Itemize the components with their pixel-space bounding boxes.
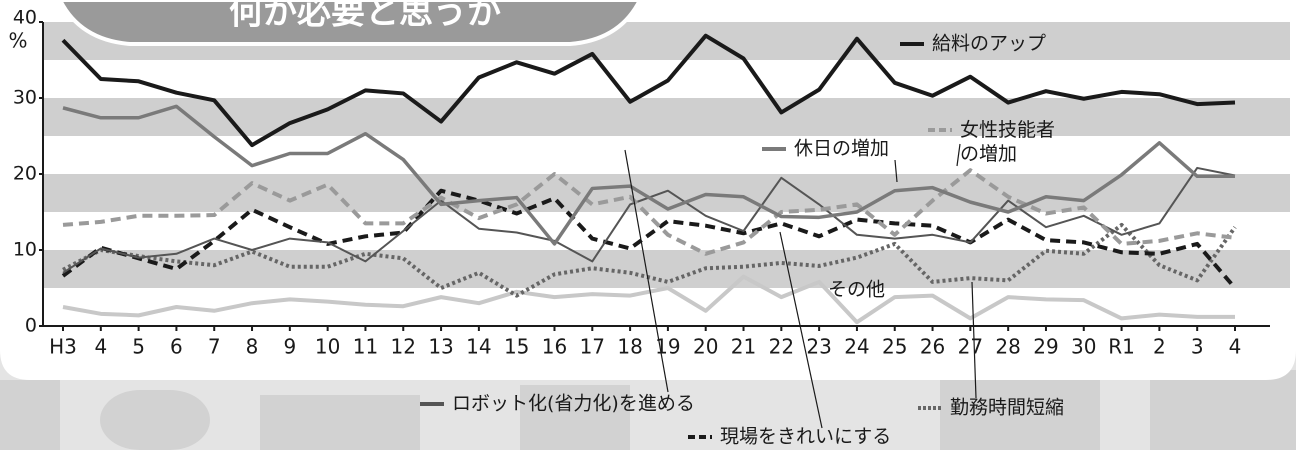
y-unit: % — [8, 29, 27, 53]
x-tick-label: R1 — [1108, 335, 1135, 359]
x-tick-label: 7 — [208, 335, 221, 359]
y-tick-label: 0 — [25, 315, 37, 337]
x-tick-label: 5 — [132, 335, 145, 359]
legend-label: その他 — [828, 279, 885, 301]
y-tick-label: 40 — [13, 7, 37, 29]
x-tick-label: 27 — [958, 335, 983, 359]
y-tick-label: 20 — [13, 163, 37, 185]
x-tick-label: 15 — [504, 335, 529, 359]
x-tick-label: 11 — [353, 335, 378, 359]
x-tick-label: 4 — [1229, 335, 1242, 359]
chart-title: 何か必要と思うか — [229, 0, 501, 33]
x-tick-label: H3 — [49, 335, 77, 359]
x-tick-label: 24 — [844, 335, 869, 359]
x-tick-label: 10 — [315, 335, 340, 359]
x-tick-label: 18 — [617, 335, 642, 359]
x-tick-label: 29 — [1033, 335, 1058, 359]
x-tick-label: 23 — [806, 335, 831, 359]
x-tick-label: 22 — [769, 335, 794, 359]
legend-label: ロボット化(省力化)を進める — [452, 393, 695, 415]
x-tick-label: 9 — [283, 335, 296, 359]
x-tick-label: 13 — [428, 335, 453, 359]
x-tick-label: 28 — [995, 335, 1020, 359]
y-tick-label: 30 — [13, 87, 37, 109]
x-tick-label: 20 — [693, 335, 718, 359]
legend-label: 現場をきれいにする — [720, 426, 891, 448]
x-tick-label: 25 — [882, 335, 907, 359]
legend-label: 勤務時間短縮 — [950, 397, 1064, 419]
x-tick-label: 2 — [1153, 335, 1166, 359]
chart: 010203040H345678910111213141516171819202… — [0, 0, 1296, 450]
x-tick-label: 6 — [170, 335, 183, 359]
x-tick-label: 8 — [246, 335, 259, 359]
x-tick-label: 14 — [466, 335, 491, 359]
x-tick-label: 4 — [94, 335, 107, 359]
x-tick-label: 26 — [920, 335, 945, 359]
y-tick-label: 10 — [13, 239, 37, 261]
x-tick-label: 21 — [731, 335, 756, 359]
x-tick-label: 12 — [391, 335, 416, 359]
legend-label: 給料のアップ — [932, 33, 1046, 55]
x-tick-label: 17 — [580, 335, 605, 359]
legend-label: 休日の増加 — [794, 138, 889, 160]
x-tick-label: 16 — [542, 335, 567, 359]
x-tick-label: 30 — [1071, 335, 1096, 359]
x-tick-label: 3 — [1191, 335, 1204, 359]
